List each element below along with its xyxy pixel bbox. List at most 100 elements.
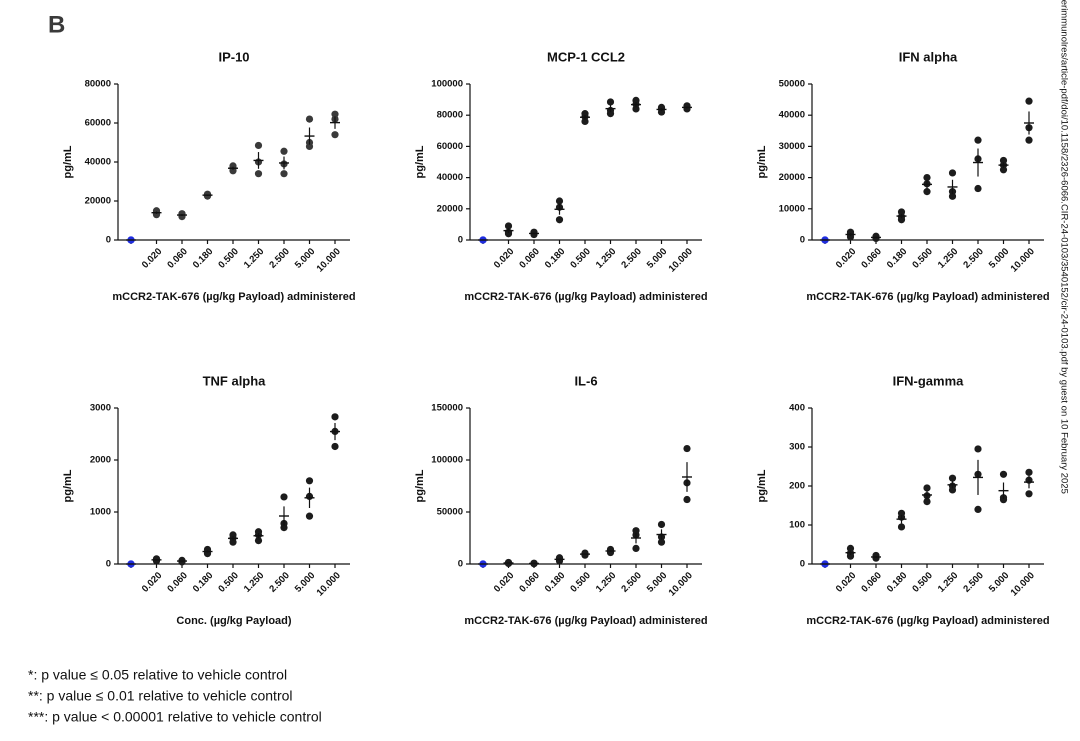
x-tick-label: 2.500 <box>961 246 986 271</box>
data-point <box>657 520 666 529</box>
x-tick-label: 2.500 <box>267 246 292 271</box>
footnote: *: p value ≤ 0.05 relative to vehicle co… <box>28 667 287 683</box>
x-tick-label: 0.180 <box>191 246 216 271</box>
chart-title: IFN-gamma <box>893 373 965 388</box>
x-tick-label: 0.500 <box>910 570 935 595</box>
side-text: cerimmunolres/article-pdf/doi/10.1158/23… <box>1058 0 1069 494</box>
chart-title: IL-6 <box>574 373 597 388</box>
data-point <box>872 551 880 560</box>
x-tick-label: 0.020 <box>492 570 517 595</box>
y-tick-label: 10000 <box>779 203 805 214</box>
data-point <box>152 555 161 563</box>
y-tick-label: 20000 <box>85 196 111 207</box>
x-tick-label: 0.020 <box>492 246 517 271</box>
y-tick-label: 1000 <box>90 507 111 518</box>
y-tick-label: 50000 <box>437 507 463 518</box>
x-tick-label: 0.500 <box>568 570 593 595</box>
data-point <box>606 98 615 106</box>
x-axis-label: mCCR2-TAK-676 (µg/kg Payload) administer… <box>806 291 1049 303</box>
y-tick-label: 0 <box>800 559 805 570</box>
data-point <box>974 136 982 144</box>
data-point <box>948 474 957 482</box>
x-tick-label: 0.060 <box>859 246 884 271</box>
data-point <box>530 228 538 236</box>
data-point <box>999 470 1008 478</box>
x-tick-label: 10.000 <box>315 246 343 274</box>
data-point <box>280 170 288 178</box>
x-tick-label: 10.000 <box>667 246 695 274</box>
y-tick-label: 40000 <box>85 157 111 168</box>
x-tick-label: 0.500 <box>910 246 935 271</box>
x-tick-label: 0.180 <box>191 570 216 595</box>
x-tick-label: 1.250 <box>242 570 267 595</box>
y-tick-label: 0 <box>106 559 111 570</box>
x-tick-label: 0.180 <box>885 570 910 595</box>
data-point <box>254 528 263 536</box>
y-tick-label: 60000 <box>85 118 111 129</box>
data-point <box>254 537 263 545</box>
x-tick-label: 2.500 <box>961 570 986 595</box>
x-tick-label: 0.180 <box>885 246 910 271</box>
y-tick-label: 40000 <box>779 110 805 121</box>
x-tick-label: 0.180 <box>543 246 568 271</box>
x-tick-label: 0.020 <box>140 246 165 271</box>
chart-title: MCP-1 CCL2 <box>547 49 625 64</box>
y-tick-label: 80000 <box>437 110 463 121</box>
y-tick-label: 0 <box>800 235 805 246</box>
data-point <box>1025 490 1033 498</box>
data-point <box>1025 97 1033 105</box>
x-tick-label: 10.000 <box>667 570 695 598</box>
data-point <box>923 498 931 506</box>
data-point <box>632 544 640 553</box>
x-axis-label: mCCR2-TAK-676 (µg/kg Payload) administer… <box>112 291 355 303</box>
data-point <box>280 493 288 501</box>
data-point <box>555 554 564 562</box>
data-point <box>846 544 855 553</box>
data-point <box>632 527 640 535</box>
x-tick-label: 0.500 <box>568 246 593 271</box>
x-tick-label: 0.020 <box>140 570 165 595</box>
data-point <box>555 216 564 224</box>
x-axis-label: mCCR2-TAK-676 (µg/kg Payload) administer… <box>464 291 707 303</box>
data-point <box>632 96 640 104</box>
y-tick-label: 0 <box>458 235 463 246</box>
data-point <box>683 102 691 110</box>
y-axis-label: pg/mL <box>62 145 74 178</box>
data-point <box>305 477 314 485</box>
x-tick-label: 0.060 <box>859 570 884 595</box>
y-tick-label: 200 <box>789 481 805 492</box>
y-axis-label: pg/mL <box>414 145 426 178</box>
y-axis-label: pg/mL <box>62 469 74 502</box>
x-tick-label: 0.060 <box>165 570 190 595</box>
data-point <box>254 141 263 150</box>
y-tick-label: 150000 <box>431 403 463 414</box>
data-point <box>974 505 982 513</box>
x-tick-label: 1.250 <box>594 570 619 595</box>
data-point <box>229 531 237 539</box>
y-tick-label: 20000 <box>437 203 463 214</box>
data-point <box>1025 136 1033 144</box>
data-point <box>923 188 931 196</box>
y-tick-label: 2000 <box>90 455 111 466</box>
x-tick-label: 10.000 <box>1009 570 1037 598</box>
x-tick-label: 0.060 <box>165 246 190 271</box>
x-tick-label: 0.060 <box>517 246 542 271</box>
y-axis-label: pg/mL <box>756 469 768 502</box>
footnote: ***: p value < 0.00001 relative to vehic… <box>28 709 322 725</box>
y-tick-label: 30000 <box>779 141 805 152</box>
y-axis-label: pg/mL <box>756 145 768 178</box>
y-tick-label: 0 <box>458 559 463 570</box>
data-point <box>657 538 666 546</box>
data-point <box>178 210 186 218</box>
x-axis-label: Conc. (µg/kg Payload) <box>176 615 291 627</box>
data-point <box>331 110 339 118</box>
data-point <box>683 495 691 504</box>
data-point <box>203 190 212 198</box>
data-point <box>305 115 314 123</box>
x-tick-label: 1.250 <box>936 570 961 595</box>
data-point <box>897 208 906 216</box>
chart-title: IFN alpha <box>899 49 958 64</box>
data-point <box>331 131 339 139</box>
x-tick-label: 2.500 <box>619 246 644 271</box>
y-tick-label: 3000 <box>90 403 111 414</box>
